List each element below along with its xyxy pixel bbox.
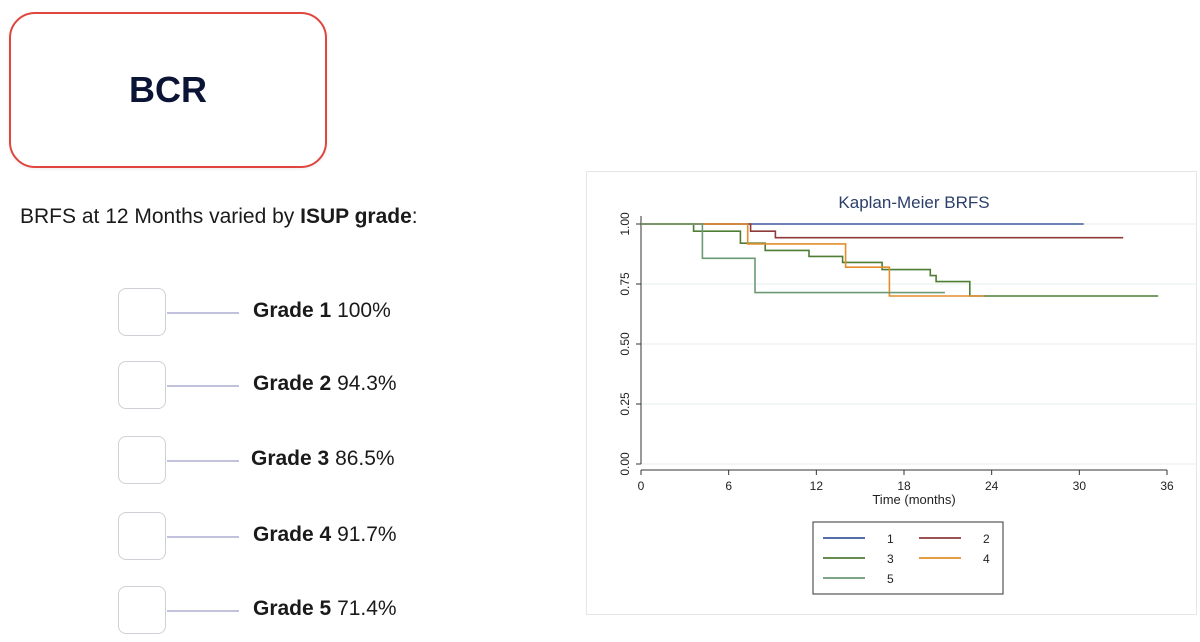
connector-line bbox=[167, 385, 239, 387]
connector-line bbox=[167, 610, 239, 612]
y-tick-label: 0.50 bbox=[618, 332, 632, 356]
km-chart-panel: Kaplan-Meier BRFS 0.00 0.25 0.50 0.75 1.00 0 6 1… bbox=[586, 171, 1197, 615]
x-tick-label: 12 bbox=[810, 479, 824, 493]
section-title: BCR bbox=[129, 69, 207, 110]
grade-box-icon bbox=[118, 288, 166, 336]
legend-label-1: 1 bbox=[887, 532, 894, 546]
grade-label: Grade 5 71.4% bbox=[253, 597, 397, 620]
grade-label: Grade 4 91.7% bbox=[253, 523, 397, 546]
x-axis-label: Time (months) bbox=[872, 492, 955, 507]
grade-box-icon bbox=[118, 512, 166, 560]
legend-label-3: 3 bbox=[887, 552, 894, 566]
intro-prefix: BRFS at 12 Months varied by bbox=[20, 205, 301, 228]
x-tick-label: 18 bbox=[897, 479, 911, 493]
grade-label: Grade 1 100% bbox=[253, 299, 391, 322]
intro-text: BRFS at 12 Months varied by ISUP grade: bbox=[20, 205, 418, 229]
intro-bold: ISUP grade bbox=[300, 205, 412, 228]
legend-label-2: 2 bbox=[983, 532, 990, 546]
intro-suffix: : bbox=[411, 205, 418, 228]
connector-line bbox=[167, 536, 239, 538]
y-tick-label: 0.25 bbox=[618, 392, 632, 416]
x-tick-label: 24 bbox=[985, 479, 999, 493]
series-line-5 bbox=[641, 223, 945, 294]
x-tick-label: 0 bbox=[638, 479, 645, 493]
x-tick-label: 30 bbox=[1073, 479, 1087, 493]
x-tick-label: 6 bbox=[725, 479, 732, 493]
series-line-4 bbox=[641, 223, 985, 297]
grade-box-icon bbox=[118, 586, 166, 634]
grade-box-icon bbox=[118, 361, 166, 409]
y-tick-label: 0.00 bbox=[618, 452, 632, 476]
series-line-3 bbox=[641, 223, 1159, 297]
km-chart: Kaplan-Meier BRFS 0.00 0.25 0.50 0.75 1.00 0 6 1… bbox=[618, 193, 1197, 595]
y-tick-label: 1.00 bbox=[618, 212, 632, 236]
section-title-card: BCR bbox=[9, 12, 327, 168]
grade-row-2: Grade 2 94.3% bbox=[118, 361, 438, 411]
grade-label: Grade 3 86.5% bbox=[251, 447, 395, 470]
connector-line bbox=[167, 460, 239, 462]
grade-row-1: Grade 1 100% bbox=[118, 288, 438, 338]
legend-label-4: 4 bbox=[983, 552, 990, 566]
grade-row-5: Grade 5 71.4% bbox=[118, 586, 438, 636]
y-tick-label: 0.75 bbox=[618, 272, 632, 296]
grade-box-icon bbox=[118, 436, 166, 484]
x-tick-label: 36 bbox=[1160, 479, 1174, 493]
chart-title: Kaplan-Meier BRFS bbox=[838, 193, 989, 212]
grade-label: Grade 2 94.3% bbox=[253, 372, 397, 395]
legend-label-5: 5 bbox=[887, 572, 894, 586]
connector-line bbox=[167, 312, 239, 314]
grade-row-3: Grade 3 86.5% bbox=[118, 436, 438, 486]
grade-row-4: Grade 4 91.7% bbox=[118, 512, 438, 562]
